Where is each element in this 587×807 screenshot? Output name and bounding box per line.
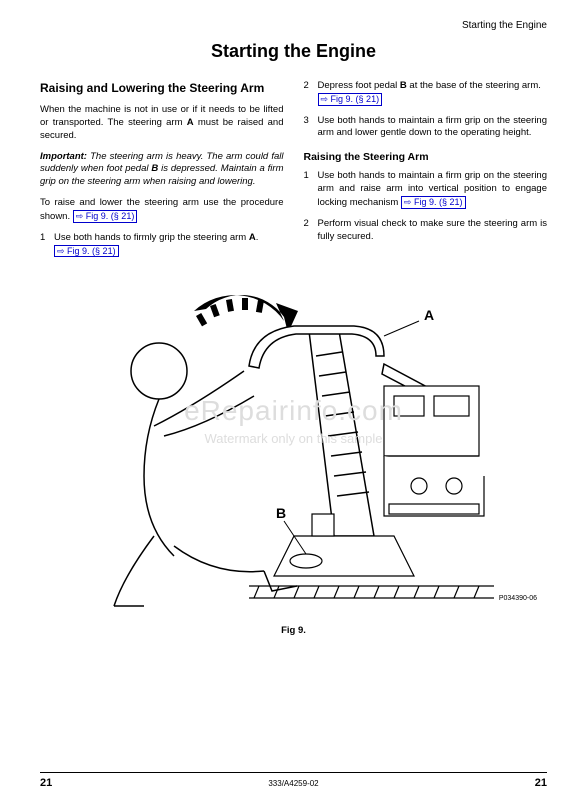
- page-footer: 21 333/A4259-02 21: [40, 772, 547, 789]
- step2-text-a: Depress foot pedal: [318, 80, 400, 91]
- left-step-1: 1 Use both hands to firmly grip the stee…: [40, 232, 284, 259]
- procedure-intro: To raise and lower the steering arm use …: [40, 197, 284, 224]
- section-heading-lowering: Raising and Lowering the Steering Arm: [40, 80, 284, 96]
- step-number: 1: [304, 170, 318, 209]
- raise-step-1: 1 Use both hands to maintain a firm grip…: [304, 170, 548, 209]
- section-heading-raising: Raising the Steering Arm: [304, 150, 548, 164]
- step-text: Depress foot pedal B at the base of the …: [318, 80, 548, 107]
- step-number: 3: [304, 115, 318, 141]
- doc-id: 333/A4259-02: [268, 779, 318, 788]
- step1-text-a: Use both hands to firmly grip the steeri…: [54, 232, 249, 243]
- step-number: 2: [304, 80, 318, 107]
- right-step-2: 2 Depress foot pedal B at the base of th…: [304, 80, 548, 107]
- step-text: Use both hands to maintain a firm grip o…: [318, 170, 548, 209]
- label-a-inline: A: [187, 117, 194, 128]
- fig-ref-link[interactable]: ⇨ Fig 9. (§ 21): [401, 196, 466, 209]
- link-arrow-icon: ⇨: [57, 246, 67, 256]
- left-column: Raising and Lowering the Steering Arm Wh…: [40, 80, 284, 266]
- page-number-right: 21: [535, 777, 547, 789]
- right-step-3: 3 Use both hands to maintain a firm grip…: [304, 115, 548, 141]
- link-arrow-icon: ⇨: [404, 197, 414, 207]
- right-column: 2 Depress foot pedal B at the base of th…: [304, 80, 548, 266]
- fig-ref-link[interactable]: ⇨ Fig 9. (§ 21): [54, 245, 119, 258]
- step2-text-b: at the base of the steering arm.: [407, 80, 541, 91]
- label-b-inline: B: [400, 80, 407, 91]
- steering-arm-diagram: A B: [84, 276, 504, 616]
- step1-text-b: .: [256, 232, 259, 243]
- callout-b: B: [276, 505, 286, 521]
- fig-ref-text: Fig 9. (§ 21): [331, 94, 380, 104]
- fig-ref-text: Fig 9. (§ 21): [86, 211, 135, 221]
- important-note: Important: The steering arm is heavy. Th…: [40, 151, 284, 189]
- running-head: Starting the Engine: [40, 20, 547, 31]
- callout-a: A: [424, 307, 434, 323]
- step-text: Use both hands to firmly grip the steeri…: [54, 232, 284, 259]
- step-number: 2: [304, 218, 318, 244]
- link-arrow-icon: ⇨: [321, 94, 331, 104]
- two-column-body: Raising and Lowering the Steering Arm Wh…: [40, 80, 547, 266]
- step-text: Perform visual check to make sure the st…: [318, 218, 548, 244]
- intro-paragraph: When the machine is not in use or if it …: [40, 104, 284, 142]
- page: Starting the Engine Starting the Engine …: [0, 0, 587, 807]
- fig-ref-text: Fig 9. (§ 21): [414, 197, 463, 207]
- label-a-inline: A: [249, 232, 256, 243]
- image-id: P034390-06: [499, 595, 537, 602]
- step-number: 1: [40, 232, 54, 259]
- figure-caption: Fig 9.: [40, 625, 547, 636]
- fig-ref-link[interactable]: ⇨ Fig 9. (§ 21): [73, 210, 138, 223]
- fig-ref-text: Fig 9. (§ 21): [67, 246, 116, 256]
- link-arrow-icon: ⇨: [76, 211, 86, 221]
- page-number-left: 21: [40, 777, 52, 789]
- raise-step-2: 2 Perform visual check to make sure the …: [304, 218, 548, 244]
- important-label: Important:: [40, 151, 87, 162]
- page-title: Starting the Engine: [40, 41, 547, 62]
- figure-9: A B Fig 9.: [40, 276, 547, 636]
- fig-ref-link[interactable]: ⇨ Fig 9. (§ 21): [318, 93, 383, 106]
- step-text: Use both hands to maintain a firm grip o…: [318, 115, 548, 141]
